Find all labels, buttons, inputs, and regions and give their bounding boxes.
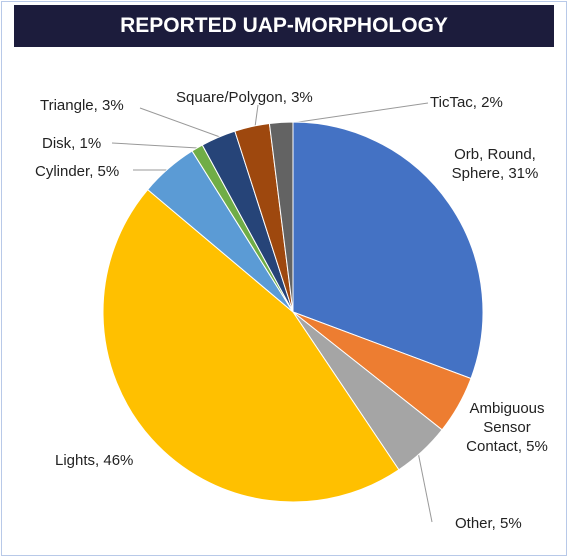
leader-line <box>139 107 221 138</box>
pie-slice <box>268 121 294 313</box>
chart-title: REPORTED UAP-MORPHOLOGY <box>14 5 554 47</box>
pie-slice <box>292 121 484 380</box>
leader-lines <box>111 102 433 523</box>
data-label: Cylinder, 5% <box>35 163 120 180</box>
leader-line <box>417 451 433 523</box>
pie-slice <box>102 188 400 503</box>
data-label: Square/Polygon, 3% <box>176 89 313 106</box>
data-label: Other, 5% <box>455 515 522 532</box>
data-label: Disk, 1% <box>42 135 102 152</box>
data-label: Ambiguous Sensor Contact, 5% <box>466 400 548 455</box>
data-label: Triangle, 3% <box>40 97 124 114</box>
leader-line <box>284 102 429 125</box>
data-label: Lights, 46% <box>55 452 134 469</box>
data-label: TicTac, 2% <box>430 94 503 111</box>
data-label: Orb, Round, Sphere, 31% <box>451 146 539 182</box>
leader-line <box>254 104 259 128</box>
leader-line <box>111 142 199 149</box>
